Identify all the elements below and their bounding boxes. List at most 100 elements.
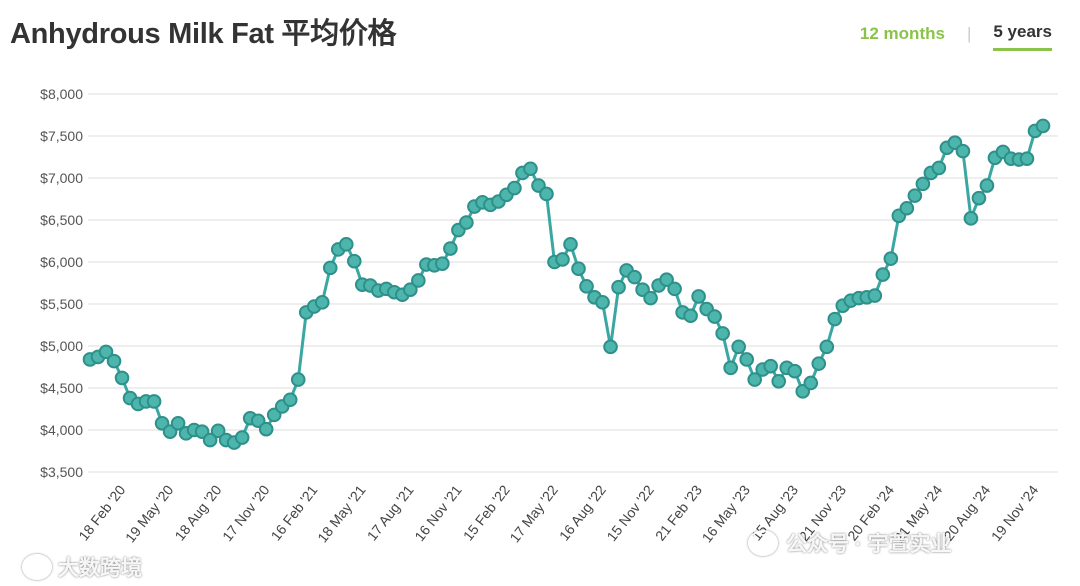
data-point[interactable] (723, 360, 738, 376)
data-point[interactable] (579, 279, 594, 294)
watermark-right-text: 公众号 · 宇萱实业 (786, 533, 952, 556)
data-point[interactable] (210, 423, 226, 439)
data-point[interactable] (827, 311, 843, 327)
watermark-logo-icon (22, 554, 52, 580)
x-tick-label: 21 Feb '23 (652, 482, 705, 544)
x-tick-label: 16 Nov '21 (411, 482, 465, 544)
data-point[interactable] (811, 356, 827, 371)
data-point[interactable] (290, 372, 306, 387)
data-point[interactable] (170, 415, 186, 431)
data-point[interactable] (435, 256, 450, 271)
data-point[interactable] (667, 281, 682, 297)
data-point[interactable] (907, 188, 923, 203)
series-line-group (89, 124, 1044, 445)
data-point[interactable] (963, 211, 979, 226)
data-point[interactable] (595, 295, 610, 310)
data-point[interactable] (747, 372, 762, 387)
data-point[interactable] (803, 375, 819, 391)
data-point[interactable] (691, 289, 706, 304)
data-point[interactable] (787, 363, 803, 379)
data-point[interactable] (819, 339, 835, 355)
data-point[interactable] (955, 143, 971, 159)
data-point[interactable] (603, 339, 618, 355)
data-point[interactable] (234, 430, 250, 445)
data-point[interactable] (899, 200, 915, 216)
x-tick-label: 18 May '21 (314, 482, 369, 546)
data-point[interactable] (739, 352, 754, 367)
data-point[interactable] (106, 353, 122, 369)
y-tick-label: $6,500 (40, 212, 83, 228)
data-point[interactable] (915, 176, 931, 192)
data-point[interactable] (571, 261, 586, 277)
data-point[interactable] (883, 251, 899, 266)
x-tick-label: 15 Nov '22 (603, 482, 657, 544)
x-tick-label: 17 Aug '21 (364, 482, 417, 544)
grid-lines (88, 93, 1058, 473)
y-tick-label: $7,000 (40, 170, 83, 186)
watermark-left-text: 大数跨境 (58, 557, 142, 580)
data-point[interactable] (338, 237, 354, 252)
data-point[interactable] (715, 326, 730, 341)
data-point[interactable] (314, 295, 330, 310)
watermark-right: 公众号 · 宇萱实业 (748, 528, 952, 558)
y-tick-label: $5,000 (40, 338, 83, 354)
data-point[interactable] (1035, 118, 1051, 134)
x-tick-label: 18 Aug '20 (171, 482, 224, 544)
y-tick-label: $4,000 (40, 422, 83, 438)
data-point[interactable] (979, 178, 995, 193)
wechat-icon (748, 530, 778, 556)
data-point[interactable] (322, 260, 338, 276)
data-point[interactable] (1019, 151, 1035, 166)
data-point[interactable] (202, 432, 218, 448)
data-point[interactable] (771, 373, 787, 389)
y-tick-label: $8,000 (40, 86, 83, 102)
range-tabs: 12 months | 5 years (860, 22, 1052, 51)
data-point[interactable] (931, 160, 947, 176)
x-tick-label: 17 Nov '20 (219, 482, 273, 544)
data-point[interactable] (643, 290, 658, 306)
data-point[interactable] (563, 237, 578, 252)
data-point[interactable] (282, 392, 298, 408)
data-point[interactable] (146, 394, 162, 409)
data-point[interactable] (627, 269, 642, 285)
y-axis-tick-labels: $3,500 $4,000 $4,500 $5,000 $5,500 $6,000 $6,5… (40, 86, 83, 480)
data-point[interactable] (539, 186, 554, 202)
data-point[interactable] (555, 252, 570, 267)
data-point[interactable] (707, 309, 722, 324)
data-point[interactable] (346, 253, 362, 269)
series-line (89, 124, 1044, 445)
data-point[interactable] (114, 370, 130, 386)
x-tick-label: 16 Aug '22 (556, 482, 609, 544)
y-tick-label: $7,500 (40, 128, 83, 144)
tab-separator: | (966, 23, 972, 43)
data-point[interactable] (875, 267, 891, 282)
data-point[interactable] (507, 180, 522, 196)
data-point[interactable] (98, 344, 114, 360)
y-tick-label: $5,500 (40, 296, 83, 312)
tab-5-years[interactable]: 5 years (993, 22, 1052, 51)
x-tick-label: 17 May '22 (506, 482, 561, 546)
data-point[interactable] (763, 358, 779, 374)
x-tick-label: 19 May '20 (122, 482, 177, 546)
data-point[interactable] (459, 215, 474, 230)
x-tick-label: 16 May '23 (699, 482, 754, 546)
page-title: Anhydrous Milk Fat 平均价格 (10, 18, 397, 50)
data-point[interactable] (683, 308, 698, 324)
data-point[interactable] (523, 161, 538, 177)
data-point[interactable] (611, 279, 626, 295)
data-point[interactable] (443, 241, 458, 256)
data-point[interactable] (258, 421, 274, 437)
data-point[interactable] (403, 282, 418, 298)
data-point[interactable] (731, 339, 746, 355)
data-point[interactable] (659, 272, 674, 287)
x-tick-label: 16 Feb '21 (268, 482, 321, 544)
data-point[interactable] (411, 273, 426, 288)
data-point[interactable] (971, 190, 987, 206)
data-point[interactable] (867, 288, 883, 303)
tab-12-months[interactable]: 12 months (859, 23, 945, 43)
watermark-left: 大数跨境 (22, 552, 142, 582)
y-tick-label: $4,500 (40, 380, 83, 396)
x-tick-label: 15 Feb '22 (460, 482, 513, 544)
x-tick-label: 19 Nov '24 (988, 482, 1042, 544)
